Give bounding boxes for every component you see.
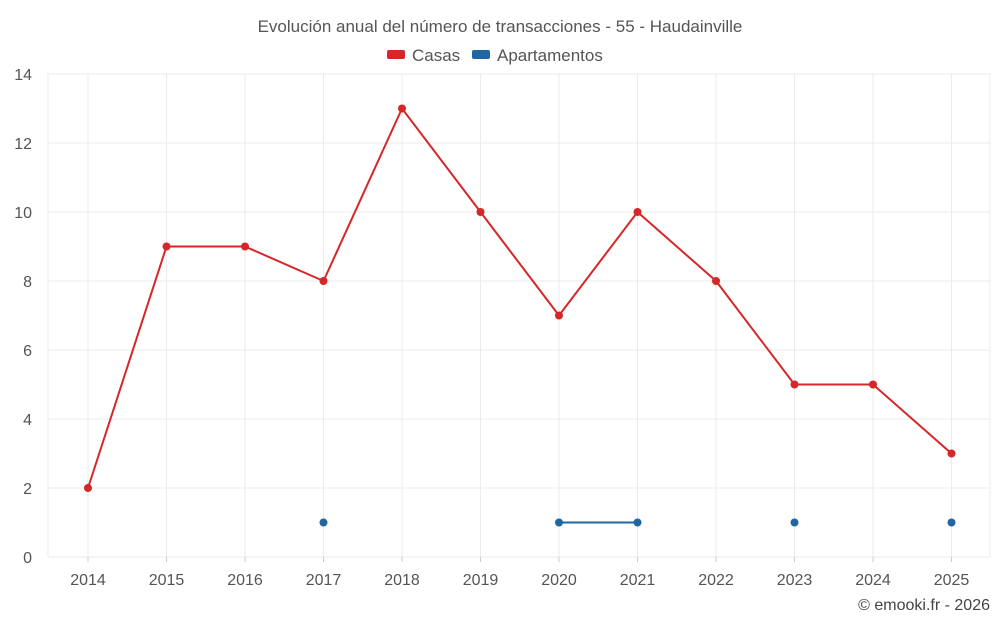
x-tick-label: 2014 [70, 572, 106, 589]
data-point-casas-2020[interactable] [555, 311, 563, 320]
plot-area [47, 73, 991, 558]
legend: Casas Apartamentos [387, 46, 603, 65]
series-casas [84, 104, 956, 492]
series-line-casas [87, 107, 953, 489]
x-tick-label: 2019 [463, 572, 499, 589]
data-point-apartamentos-2020[interactable] [555, 518, 563, 527]
data-point-casas-2014[interactable] [84, 484, 92, 492]
x-tick-label: 2017 [306, 572, 342, 589]
y-axis: 0 2 4 6 8 10 12 14 [14, 67, 32, 567]
x-tick-label: 2020 [541, 572, 577, 589]
data-point-apartamentos-2017[interactable] [319, 518, 328, 527]
data-point-casas-2017[interactable] [319, 277, 328, 285]
data-point-casas-2019[interactable] [476, 208, 485, 216]
y-tick-label: 4 [23, 412, 32, 429]
x-tick-label: 2022 [698, 572, 734, 589]
y-tick-label: 6 [23, 343, 32, 360]
data-point-apartamentos-2025[interactable] [947, 518, 956, 527]
data-point-casas-2016[interactable] [241, 242, 249, 251]
y-tick-label: 8 [23, 274, 32, 291]
legend-swatch-apartamentos [472, 50, 490, 59]
legend-item-apartamentos[interactable]: Apartamentos [472, 46, 603, 65]
legend-label-casas: Casas [412, 46, 460, 65]
data-point-casas-2021[interactable] [633, 208, 642, 216]
credit-text: © emooki.fr - 2026 [858, 597, 990, 614]
y-tick-label: 12 [14, 136, 32, 153]
y-tick-label: 10 [14, 205, 32, 222]
y-tick-label: 0 [23, 550, 32, 567]
data-point-casas-2025[interactable] [947, 449, 956, 458]
x-tick-label: 2018 [384, 572, 420, 589]
series [84, 104, 956, 527]
x-tick-label: 2015 [149, 572, 185, 589]
x-tick-label: 2025 [934, 572, 970, 589]
legend-swatch-casas [387, 50, 405, 59]
chart-title: Evolución anual del número de transaccio… [258, 17, 743, 36]
data-point-casas-2018[interactable] [398, 104, 406, 113]
data-point-casas-2015[interactable] [162, 242, 171, 251]
legend-item-casas[interactable]: Casas [387, 46, 460, 65]
y-tick-label: 2 [23, 481, 32, 498]
grid [47, 73, 991, 562]
x-axis: 2014 2015 2016 2017 2018 2019 2020 2021 2022 2023… [70, 572, 969, 589]
x-tick-label: 2016 [227, 572, 263, 589]
x-tick-label: 2024 [855, 572, 891, 589]
legend-label-apartamentos: Apartamentos [497, 46, 603, 65]
data-point-apartamentos-2021[interactable] [633, 518, 642, 527]
data-point-casas-2023[interactable] [790, 380, 799, 389]
x-tick-label: 2021 [620, 572, 656, 589]
series-apartamentos [319, 518, 956, 527]
data-point-apartamentos-2023[interactable] [790, 518, 799, 527]
data-point-casas-2022[interactable] [712, 277, 720, 285]
data-point-casas-2024[interactable] [869, 380, 877, 389]
y-tick-label: 14 [14, 67, 32, 84]
x-tick-label: 2023 [777, 572, 813, 589]
